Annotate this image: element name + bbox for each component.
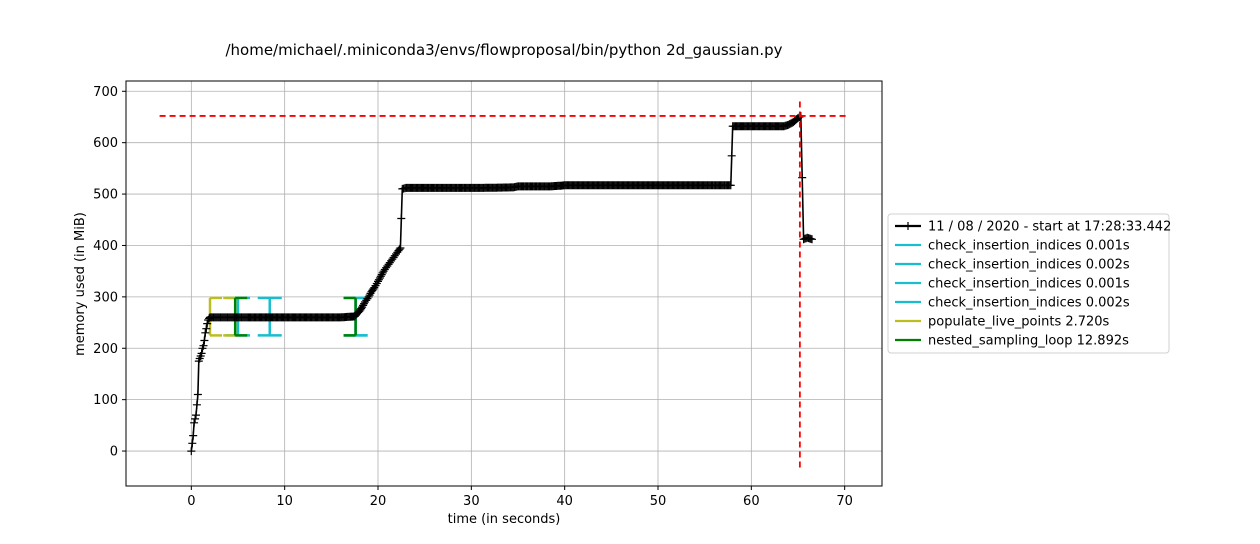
x-tick-label: 70 bbox=[836, 494, 853, 509]
data-point bbox=[727, 151, 736, 160]
data-point bbox=[798, 173, 807, 182]
data-point bbox=[193, 390, 202, 399]
data-point bbox=[376, 272, 385, 281]
legend-entry: populate_live_points 2.720s bbox=[895, 315, 1110, 330]
legend-label: check_insertion_indices 0.002s bbox=[928, 258, 1130, 273]
data-point bbox=[377, 270, 386, 279]
plot-frame bbox=[125, 80, 883, 487]
legend-label: check_insertion_indices 0.002s bbox=[928, 296, 1130, 311]
legend-entry: check_insertion_indices 0.001s bbox=[895, 239, 1130, 254]
y-tick-label: 400 bbox=[93, 239, 118, 254]
data-point bbox=[374, 275, 383, 284]
y-axis-label: memory used (in MiB) bbox=[73, 212, 88, 356]
data-point bbox=[190, 418, 199, 427]
data-point bbox=[359, 301, 368, 310]
legend-entry: check_insertion_indices 0.002s bbox=[895, 296, 1130, 311]
data-point bbox=[188, 439, 197, 448]
series-layer bbox=[187, 111, 816, 456]
data-point bbox=[199, 341, 208, 350]
legend-label: nested_sampling_loop 12.892s bbox=[928, 334, 1129, 349]
data-point bbox=[189, 431, 198, 440]
legend-box bbox=[887, 213, 1170, 354]
y-tick-label: 300 bbox=[93, 290, 118, 305]
data-point bbox=[370, 283, 379, 292]
x-tick-label: 50 bbox=[650, 494, 667, 509]
x-tick-label: 0 bbox=[187, 494, 195, 509]
y-tick-label: 200 bbox=[93, 342, 118, 357]
data-point bbox=[192, 400, 201, 409]
legend-entry: nested_sampling_loop 12.892s bbox=[895, 334, 1129, 349]
data-point bbox=[365, 291, 374, 300]
data-point bbox=[375, 274, 384, 282]
x-axis-ticks: 0 10 20 30 40 50 60 70 bbox=[187, 486, 853, 509]
legend: 11 / 08 / 2020 - start at 17:28:33.442 ch… bbox=[887, 213, 1171, 354]
x-axis-label: time (in seconds) bbox=[448, 512, 561, 527]
max-memory-lines bbox=[159, 98, 848, 468]
data-point bbox=[202, 324, 211, 333]
y-tick-label: 500 bbox=[93, 188, 118, 203]
data-point bbox=[192, 411, 200, 420]
legend-items: 11 / 08 / 2020 - start at 17:28:33.442 ch… bbox=[895, 220, 1171, 349]
legend-label: check_insertion_indices 0.001s bbox=[928, 239, 1130, 254]
data-point bbox=[191, 414, 200, 423]
legend-label: 11 / 08 / 2020 - start at 17:28:33.442 bbox=[928, 220, 1171, 235]
data-point bbox=[200, 336, 209, 345]
legend-marker bbox=[904, 222, 912, 230]
legend-entry: check_insertion_indices 0.001s bbox=[895, 277, 1130, 292]
data-point bbox=[396, 244, 405, 252]
legend-label: check_insertion_indices 0.001s bbox=[928, 277, 1130, 292]
y-tick-label: 100 bbox=[93, 393, 118, 408]
chart-title: /home/michael/.miniconda3/envs/flowpropo… bbox=[225, 41, 782, 60]
data-point bbox=[397, 214, 406, 223]
data-point bbox=[201, 328, 210, 337]
legend-label: populate_live_points 2.720s bbox=[928, 315, 1110, 330]
data-point bbox=[187, 447, 196, 456]
x-tick-label: 30 bbox=[463, 494, 480, 509]
data-point bbox=[808, 235, 816, 244]
data-point bbox=[726, 181, 735, 190]
data-point bbox=[374, 277, 382, 286]
x-tick-label: 60 bbox=[743, 494, 760, 509]
x-tick-label: 10 bbox=[276, 494, 293, 509]
x-tick-label: 20 bbox=[370, 494, 387, 509]
data-point bbox=[395, 245, 404, 254]
y-tick-label: 700 bbox=[93, 85, 118, 100]
grid bbox=[126, 81, 882, 486]
data-point bbox=[358, 303, 367, 312]
legend-entry: check_insertion_indices 0.002s bbox=[895, 258, 1130, 273]
memory-markers bbox=[187, 111, 816, 456]
legend-entry: 11 / 08 / 2020 - start at 17:28:33.442 bbox=[895, 220, 1171, 235]
data-point bbox=[197, 349, 206, 358]
plot-area: 0 10 20 30 40 50 60 70 0 100 200 300 400 500 600 700 bbox=[93, 80, 883, 509]
y-tick-label: 0 bbox=[110, 445, 118, 460]
data-point bbox=[203, 319, 212, 328]
x-tick-label: 40 bbox=[556, 494, 573, 509]
data-point bbox=[364, 292, 373, 301]
y-tick-label: 600 bbox=[93, 136, 118, 151]
y-axis-ticks: 0 100 200 300 400 500 600 700 bbox=[93, 85, 126, 460]
